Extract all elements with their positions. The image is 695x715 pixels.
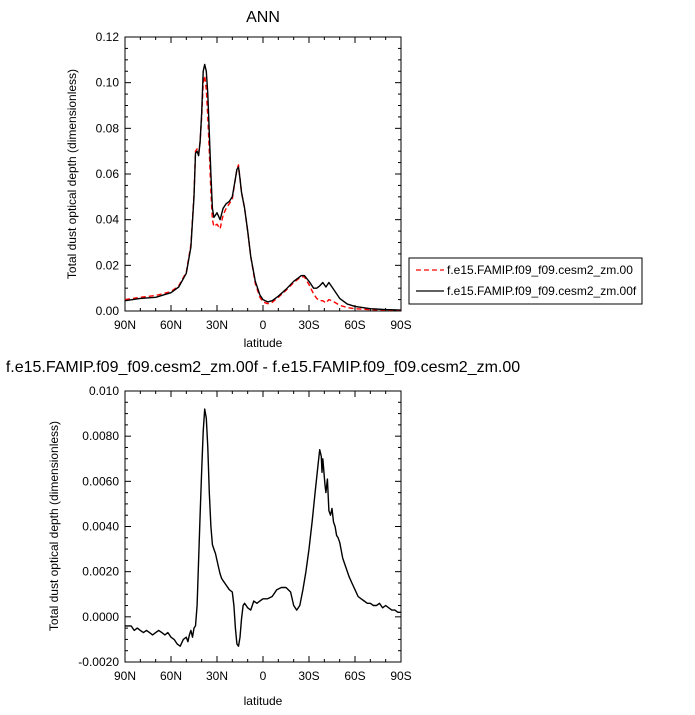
bottom-series-lines	[125, 408, 401, 647]
y-tick-label: 0.010	[89, 384, 119, 398]
legend-label-series-1: f.e15.FAMIP.f09_f09.cesm2_zm.00	[447, 263, 633, 277]
x-tick-label: 0	[260, 669, 267, 683]
top-y-axis-label: Total dust optical depth (dimensionless)	[65, 69, 79, 279]
series-line-2	[124, 63, 402, 311]
top-x-axis-label: latitude	[244, 336, 283, 350]
bottom-x-ticks: 90N 60N 30N 0 30S 60S 90S	[114, 391, 412, 683]
series-line-1	[125, 408, 401, 647]
x-tick-label: 60S	[344, 669, 365, 683]
y-tick-label: 0.04	[96, 213, 120, 227]
x-tick-label: 30N	[206, 318, 228, 332]
top-chart-title: ANN	[246, 9, 280, 26]
top-panel: ANN 90N 60N 30N 0 30S 60S 90S 0.00 0.02 0.04 0.06…	[65, 9, 643, 350]
y-tick-label: 0.00	[96, 304, 120, 318]
y-tick-label: 0.0080	[82, 429, 119, 443]
top-plot-frame	[124, 36, 402, 312]
bottom-y-ticks: -0.0020 0.0000 0.0020 0.0040 0.0060 0.0080 0.0…	[78, 384, 401, 669]
top-x-ticks: 90N 60N 30N 0 30S 60S 90S	[114, 37, 412, 332]
x-tick-label: 30N	[206, 669, 228, 683]
top-y-ticks: 0.00 0.02 0.04 0.06 0.08 0.10 0.12	[96, 30, 401, 318]
legend: f.e15.FAMIP.f09_f09.cesm2_zm.00 f.e15.FA…	[408, 257, 643, 305]
x-tick-label: 0	[260, 318, 267, 332]
x-tick-label: 90N	[114, 669, 136, 683]
x-tick-label: 60N	[160, 318, 182, 332]
y-tick-label: -0.0020	[78, 655, 119, 669]
x-tick-label: 90S	[390, 669, 411, 683]
bottom-y-axis-label: Total dust optical depth (dimensionless)	[47, 421, 61, 631]
bottom-panel: f.e15.FAMIP.f09_f09.cesm2_zm.00f - f.e15…	[6, 359, 520, 708]
x-tick-label: 60S	[344, 318, 365, 332]
y-tick-label: 0.02	[96, 258, 120, 272]
legend-label-series-2: f.e15.FAMIP.f09_f09.cesm2_zm.00f	[447, 284, 637, 298]
y-tick-label: 0.0000	[82, 610, 119, 624]
y-tick-label: 0.12	[96, 30, 120, 44]
x-tick-label: 90S	[390, 318, 411, 332]
x-tick-label: 90N	[114, 318, 136, 332]
x-tick-label: 60N	[160, 669, 182, 683]
x-tick-label: 30S	[298, 669, 319, 683]
y-tick-label: 0.08	[96, 121, 120, 135]
bottom-x-axis-label: latitude	[244, 694, 283, 708]
y-tick-label: 0.06	[96, 167, 120, 181]
y-tick-label: 0.0020	[82, 565, 119, 579]
y-tick-label: 0.10	[96, 76, 120, 90]
series-line-1	[124, 75, 402, 311]
y-tick-label: 0.0040	[82, 520, 119, 534]
x-tick-label: 30S	[298, 318, 319, 332]
bottom-chart-title: f.e15.FAMIP.f09_f09.cesm2_zm.00f - f.e15…	[6, 359, 520, 376]
y-tick-label: 0.0060	[82, 474, 119, 488]
top-series-lines	[124, 63, 402, 311]
legend-box	[408, 257, 643, 305]
bottom-plot-frame	[124, 390, 402, 663]
